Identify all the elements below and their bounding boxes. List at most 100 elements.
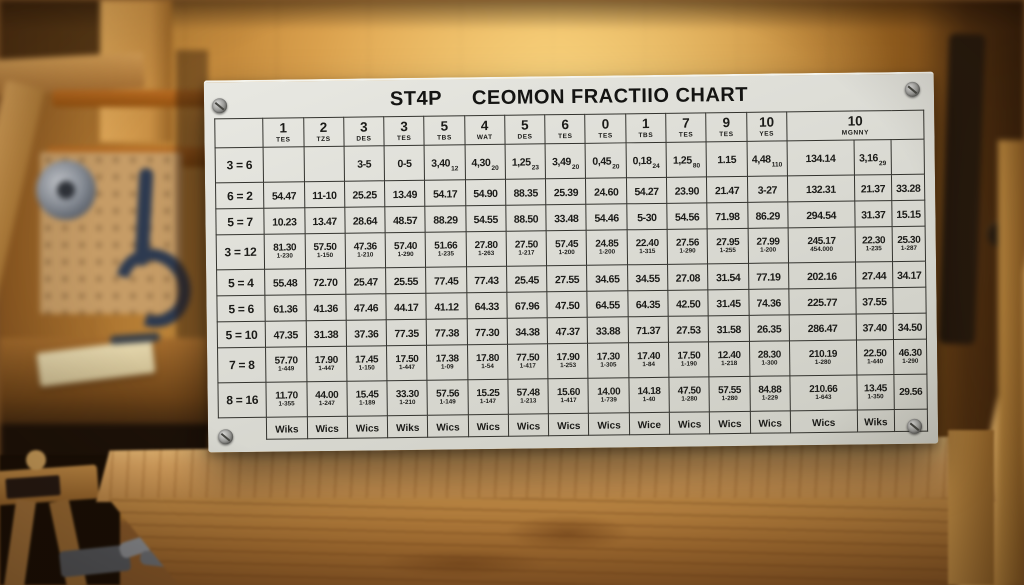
cell-value: 33.28 xyxy=(895,182,921,195)
table-cell: 54.17 xyxy=(424,179,466,207)
cell-value: 54.55 xyxy=(473,213,498,226)
table-cell: 12.40 1-218 xyxy=(708,341,750,377)
column-header: 2 TZS xyxy=(303,117,344,147)
table-cell: 33.88 xyxy=(587,316,629,344)
row-label: 8 = 16 xyxy=(217,382,267,418)
cell-value: 13.47 xyxy=(312,215,337,228)
table-cell: 10.23 xyxy=(264,207,305,235)
column-number: 4 xyxy=(480,118,489,134)
cell-value: 34.65 xyxy=(595,272,620,286)
wood-post xyxy=(998,140,1024,585)
footer-cell: Wics xyxy=(749,410,791,434)
cell-value: 25.25 xyxy=(352,188,377,202)
table-cell: 57.70 1-449 xyxy=(265,346,307,383)
cell-subvalue: 1-09 xyxy=(440,363,454,371)
table-cell: 132.31 xyxy=(787,175,855,202)
cell-subvalue: 1-305 xyxy=(600,361,617,369)
table-cell: 1,2523 xyxy=(504,143,546,180)
table-cell: 47.50 xyxy=(547,291,588,318)
column-unit: WAT xyxy=(476,133,493,141)
column-unit: TES xyxy=(558,132,573,140)
cell-denominator: 12 xyxy=(451,164,459,172)
cell-value: 27.55 xyxy=(554,273,580,286)
table-cell: 33.28 xyxy=(891,174,925,201)
table-cell: 17.50 1-447 xyxy=(386,345,428,381)
table-cell: 46.30 1-290 xyxy=(893,339,927,375)
table-cell: 11-10 xyxy=(304,181,345,208)
table-cell: 72.70 xyxy=(305,268,346,295)
column-header: 0 TES xyxy=(585,113,626,144)
table-cell: 57.40 1-290 xyxy=(385,232,426,268)
cell-subvalue: 1-315 xyxy=(639,248,656,256)
column-number: 6 xyxy=(561,117,570,133)
table-cell: 27.99 1-200 xyxy=(747,227,789,264)
cell-subvalue: 1-218 xyxy=(721,360,738,368)
column-unit: TES xyxy=(276,135,291,144)
footer-text: Wiks xyxy=(396,422,420,434)
cell-value: 1.15 xyxy=(717,153,737,167)
column-header-wide: 10 MGNNY xyxy=(786,110,925,141)
column-number: 5 xyxy=(440,118,449,134)
column-header: 5 DES xyxy=(504,114,546,145)
table-cell: 17.30 1-305 xyxy=(587,342,629,379)
row-label-text: 7 = 8 xyxy=(228,357,255,373)
row-label-text: 5 = 4 xyxy=(227,275,254,290)
footer-text: Wics xyxy=(758,417,782,430)
table-cell: 31.38 xyxy=(305,320,347,347)
table-cell: 0,1824 xyxy=(625,142,667,178)
cell-value: 44.17 xyxy=(394,301,419,314)
cell-value: 31.45 xyxy=(716,297,741,310)
table-cell: 54.55 xyxy=(465,205,507,232)
cell-denominator: 110 xyxy=(771,160,783,169)
cell-denominator: 20 xyxy=(571,163,580,171)
cell-subvalue: 1-417 xyxy=(560,396,577,405)
column-unit: YES xyxy=(759,130,775,138)
column-unit: TES xyxy=(678,131,694,139)
table-cell: 17.50 1-190 xyxy=(668,341,710,378)
cell-value: 1,25 xyxy=(672,154,692,167)
cell-denominator: 29 xyxy=(878,159,887,167)
table-cell: 31.45 xyxy=(708,289,749,316)
column-unit: TES xyxy=(598,131,613,140)
table-cell: 27.95 1-255 xyxy=(707,228,749,264)
table-cell: 34.38 xyxy=(507,317,548,345)
cell-value: 27.08 xyxy=(675,271,701,285)
cell-value: 34.17 xyxy=(897,269,922,282)
cell-subvalue: 1-235 xyxy=(437,250,454,258)
table-cell: 17.90 1-447 xyxy=(306,346,347,382)
cell-value: 31.58 xyxy=(716,323,742,336)
table-cell: 27.56 1-290 xyxy=(667,228,708,265)
cell-value: 54.46 xyxy=(594,211,619,225)
cell-subvalue: 1-255 xyxy=(719,247,736,255)
table-cell: 48.57 xyxy=(384,206,426,233)
table-cell: 27.53 xyxy=(668,315,709,343)
fraction-table: 1 TES 2 TZS 3 DES 3 TES 5 TBS 4 WAT 5 DES 6 TES 0 TES 1 TBS… xyxy=(214,110,928,441)
table-cell: 25.45 xyxy=(506,265,548,293)
footer-text: Wiks xyxy=(864,416,888,428)
cell-value: 3-27 xyxy=(757,183,778,197)
cell-value: 1,25 xyxy=(511,155,531,169)
row-label-text: 8 = 16 xyxy=(226,392,259,408)
cell-value: 21.47 xyxy=(714,184,740,197)
cell-value: 86.29 xyxy=(755,209,780,223)
fraction-chart-board: ST4P CEOMON FRACTIIO CHART 1 TES 2 TZS 3 DES 3 T… xyxy=(203,71,939,453)
table-cell: 27.44 xyxy=(855,261,893,289)
cell-value: 26.35 xyxy=(756,322,782,336)
cell-value: 34.55 xyxy=(635,272,660,285)
cell-value: 23.90 xyxy=(674,184,700,198)
table-cell: 47.35 xyxy=(265,320,307,348)
table-cell: 31.37 xyxy=(854,200,893,228)
column-unit: MGNNY xyxy=(841,128,870,137)
cell-subvalue: 1-230 xyxy=(276,252,293,260)
footer-text: Wics xyxy=(355,422,380,435)
cell-subvalue: 1-287 xyxy=(900,244,918,252)
table-cell: 21.37 xyxy=(854,174,892,202)
cell-value: 61.36 xyxy=(273,302,298,316)
footer-cell: Wics xyxy=(669,411,710,435)
table-cell: 15.15 xyxy=(891,200,926,227)
cell-subvalue: 1-40 xyxy=(642,396,656,404)
row-label-text: 5 = 10 xyxy=(225,327,258,342)
table-front xyxy=(108,498,992,585)
cell-value: 64.35 xyxy=(635,298,661,311)
